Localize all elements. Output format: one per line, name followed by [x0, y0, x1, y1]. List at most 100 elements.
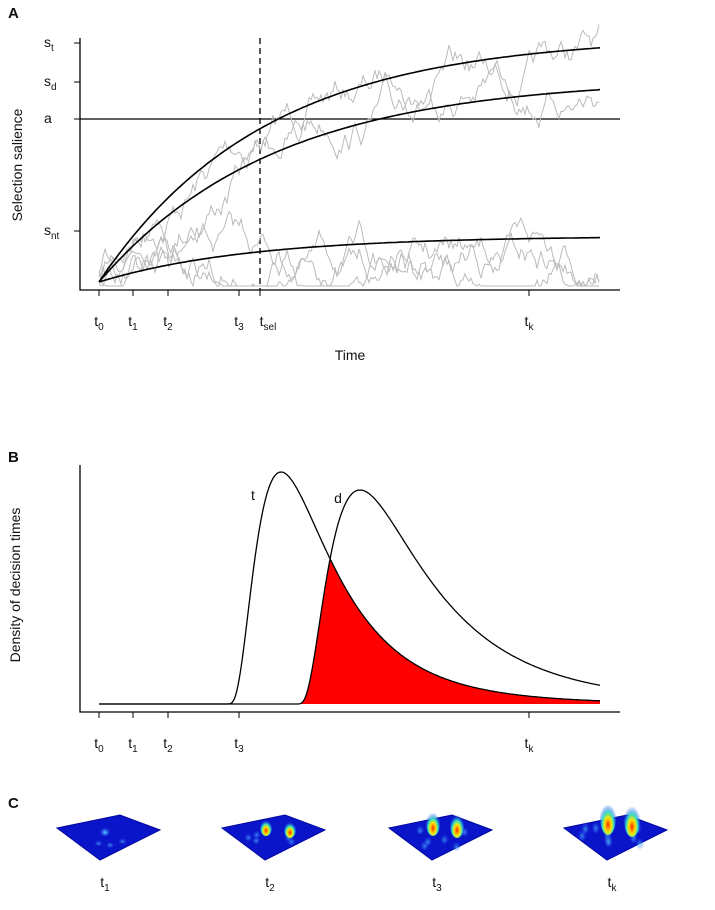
label-base: t [163, 313, 167, 329]
label-base: t [128, 735, 132, 751]
surface-bump [94, 839, 103, 846]
label-subscript: 0 [98, 744, 104, 755]
mean-curve [98, 88, 601, 283]
tick-label: tsel [260, 313, 277, 333]
label-base: t [163, 735, 167, 751]
label-base: t [94, 313, 98, 329]
noisy-trace [98, 216, 600, 287]
panel-label: A [8, 5, 19, 22]
label-base: t [608, 874, 612, 890]
surface-bump [452, 841, 461, 852]
tick-label: snt [44, 222, 60, 242]
label-subscript: 1 [132, 744, 138, 755]
tick-label: t2 [163, 313, 173, 333]
tick-label: t1 [128, 735, 138, 755]
surface-peak [450, 812, 464, 838]
label-subscript: sel [264, 322, 277, 333]
label-subscript: d [51, 82, 57, 93]
tick-label: t2 [163, 735, 173, 755]
label-subscript: 3 [436, 883, 442, 894]
label-subscript: k [611, 883, 617, 894]
overlap-area [99, 559, 600, 704]
label-subscript: k [528, 322, 534, 333]
noisy-trace [98, 44, 600, 275]
surface-bump [604, 835, 613, 848]
label-subscript: t [51, 43, 54, 54]
label-subscript: 0 [98, 322, 104, 333]
noisy-trace [98, 249, 600, 288]
label-base: t [128, 313, 132, 329]
tick-label: tk [525, 313, 535, 333]
label-base: t [100, 874, 104, 890]
label-subscript: 1 [104, 883, 110, 894]
label-base: t [265, 874, 269, 890]
label-subscript: 2 [167, 322, 173, 333]
surface-bump [423, 835, 432, 846]
surface-peak [100, 827, 110, 836]
density-curve [99, 489, 601, 705]
label-base: t [94, 735, 98, 751]
surface-peak [260, 818, 272, 836]
label-subscript: 3 [238, 744, 244, 755]
surface-peak [600, 801, 616, 835]
tick-label: tk [525, 735, 535, 755]
curve-label: t [251, 487, 255, 503]
surface-bump [578, 828, 587, 841]
panel-label: C [8, 795, 19, 812]
tick-label: t1 [128, 313, 138, 333]
surface-bump [244, 832, 253, 841]
tick-label: t0 [94, 735, 104, 755]
y-axis-label: Selection salience [9, 108, 25, 221]
surface-bump [416, 824, 425, 835]
surface [387, 814, 494, 861]
surface-peak [284, 820, 296, 838]
label-subscript: 2 [167, 744, 173, 755]
tick-label: t3 [234, 313, 244, 333]
noisy-trace [98, 24, 600, 280]
axis [79, 465, 620, 713]
tick-label: st [44, 34, 54, 54]
label-base: s [44, 34, 51, 50]
surface-bump [118, 837, 127, 844]
label-subscript: k [528, 744, 534, 755]
surface-bump [106, 841, 115, 848]
surface-bump [635, 836, 644, 849]
tick-label: t2 [265, 874, 275, 894]
tick-label: sd [44, 73, 57, 93]
label-subscript: 1 [132, 322, 138, 333]
mean-curve [98, 47, 601, 283]
label-base: s [44, 222, 51, 238]
surface-bump [252, 830, 261, 839]
tick-label: tk [608, 874, 618, 894]
x-axis-label: Time [335, 347, 366, 363]
label-subscript: nt [51, 231, 60, 242]
label-base: t [234, 735, 238, 751]
surface-peak [426, 810, 440, 836]
y-axis-label: Density of decision times [7, 508, 23, 663]
surface-peak [624, 803, 640, 837]
surface [55, 814, 162, 861]
axes [79, 38, 620, 713]
surface-bump [440, 833, 449, 844]
label-base: t [525, 313, 529, 329]
noisy-trace [98, 210, 599, 287]
tick-label: t3 [234, 735, 244, 755]
curve-label: d [334, 490, 342, 506]
label-base: a [44, 110, 52, 126]
surface-bump [591, 821, 600, 834]
label-base: t [432, 874, 436, 890]
axis [79, 38, 620, 291]
label-base: t [234, 313, 238, 329]
label-base: t [525, 735, 529, 751]
surface [220, 814, 327, 861]
panel-label: B [8, 449, 19, 466]
label-subscript: 2 [269, 883, 275, 894]
mean-curve [98, 236, 601, 283]
label-subscript: 3 [238, 322, 244, 333]
tick-label: t3 [432, 874, 442, 894]
tick-label: t1 [100, 874, 110, 894]
label-base: t [260, 313, 264, 329]
label-base: s [44, 73, 51, 89]
tick-label: a [44, 110, 52, 126]
